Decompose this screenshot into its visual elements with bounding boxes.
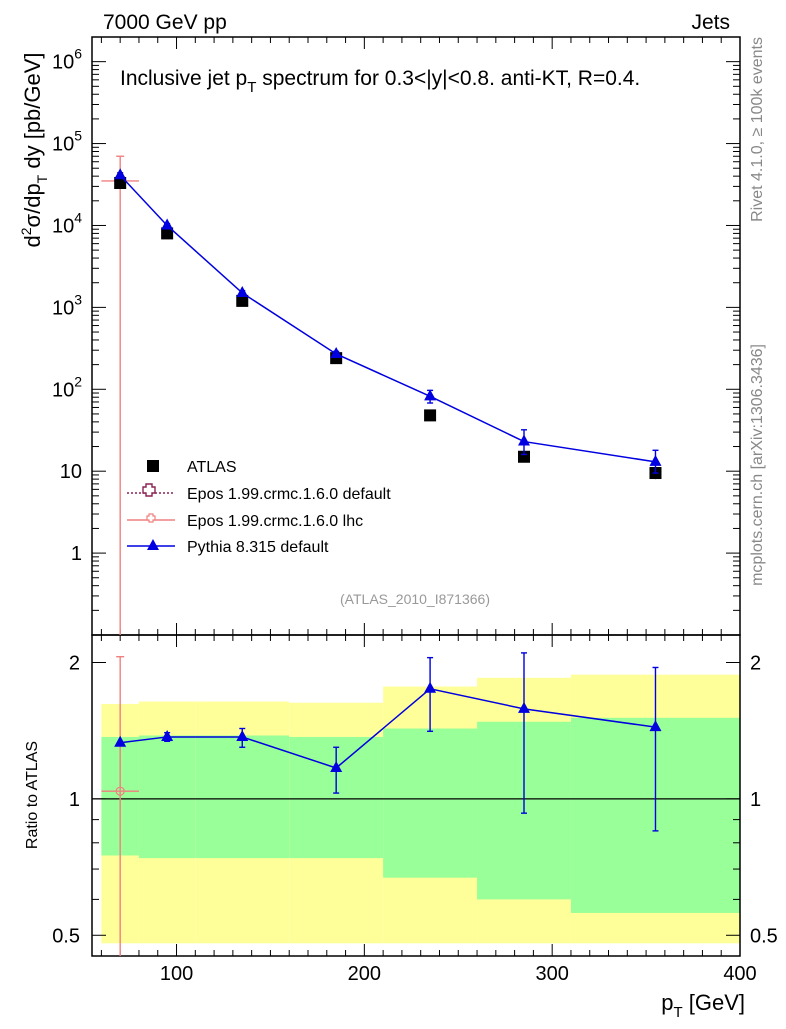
legend-epos-lhc-label: Epos 1.99.crmc.1.6.0 lhc	[187, 513, 363, 530]
main-y-tick-label-100: 102	[52, 373, 82, 401]
ratio-bands	[101, 674, 740, 944]
main-atlas-point-0	[114, 176, 127, 189]
main-y-tick-base-10000: 10	[52, 215, 74, 237]
ratio-band-inner-2	[195, 735, 290, 859]
ratio-y-tick-label-r-2: 2	[750, 652, 761, 674]
main-atlas-point-4	[424, 409, 437, 422]
ratio-y-tick-label-l-1: 1	[69, 789, 80, 811]
analysis-watermark: (ATLAS_2010_I871366)	[340, 591, 490, 607]
ratio-pythia-point-1	[161, 729, 174, 741]
main-y-tick-base-1000: 10	[52, 297, 74, 319]
legend-epos-lhc-marker	[146, 513, 156, 523]
legend-epos-default-marker	[142, 483, 156, 497]
ratio-y-label: Ratio to ATLAS	[24, 741, 41, 849]
main-y-label-sub: T	[34, 174, 50, 183]
main-title-pre: Inclusive jet p	[120, 67, 247, 90]
ratio-pythia-point-0	[114, 735, 127, 747]
x-tick-label-300: 300	[535, 963, 568, 985]
legend: ATLAS Epos 1.99.crmc.1.6.0 default Epos …	[127, 459, 391, 556]
main-title: Inclusive jet pT spectrum for 0.3<|y|<0.…	[120, 67, 640, 96]
main-y-label-sup: 2	[18, 227, 34, 235]
main-pythia-point-5	[518, 434, 530, 446]
ratio-y-tick-label-l-2: 2	[69, 652, 80, 674]
ratio-epos-lhc-marker-0	[115, 786, 125, 796]
ratio-y-tick-label-r-0.5: 0.5	[750, 925, 778, 947]
main-y-tick-base-100: 10	[52, 379, 74, 401]
main-y-tick-label-10: 10	[60, 461, 82, 483]
main-y-label-rest: dy [pb/GeV]	[20, 52, 45, 174]
x-axis-label-p: p	[661, 990, 673, 1015]
legend-pythia-marker	[147, 539, 159, 550]
main-y-tick-exp-1000: 3	[74, 291, 82, 307]
main-y-tick-exp-100000: 5	[74, 128, 82, 144]
main-atlas-point-5	[518, 450, 530, 463]
legend-atlas-marker	[147, 460, 159, 472]
main-pythia-point-1	[161, 218, 174, 230]
header-collision: 7000 GeV pp	[103, 11, 227, 34]
main-y-label-d: d	[20, 235, 45, 247]
main-pythia-point-3	[330, 346, 343, 358]
data-series	[101, 155, 662, 956]
main-pythia-point-4	[424, 389, 437, 401]
main-pythia-point-0	[114, 168, 127, 180]
main-y-tick-base-100000: 10	[52, 134, 74, 156]
x-axis-label-sub: T	[673, 1004, 682, 1021]
main-atlas-point-2	[236, 294, 249, 307]
legend-pythia-label: Pythia 8.315 default	[187, 539, 329, 556]
ratio-pythia-point-3	[330, 760, 343, 772]
main-y-tick-exp-10000: 4	[74, 209, 82, 225]
ratio-pythia-point-2	[236, 729, 249, 741]
main-pythia-point-6	[649, 454, 662, 466]
main-title-post: spectrum for 0.3<|y|<0.8. anti-KT, R=0.4…	[256, 67, 640, 90]
side-rivet-label: Rivet 4.1.0, ≥ 100k events	[749, 37, 766, 222]
main-y-tick-label-1: 1	[71, 543, 82, 565]
x-tick-label-100: 100	[160, 963, 193, 985]
main-y-tick-exp-100: 2	[74, 373, 82, 389]
main-y-tick-label-1000000: 106	[52, 46, 82, 74]
ratio-band-inner-1	[138, 735, 196, 859]
x-axis-label: pT [GeV]	[661, 990, 745, 1021]
ratio-frame	[91, 634, 741, 957]
legend-epos-default-label: Epos 1.99.crmc.1.6.0 default	[187, 486, 391, 503]
main-y-label-sigma: σ/dp	[20, 183, 45, 227]
ratio-band-inner-4	[383, 728, 478, 878]
main-pythia-point-2	[236, 285, 249, 297]
ratio-pythia-point-4	[424, 681, 437, 693]
main-atlas-point-1	[161, 227, 174, 240]
header-observable: Jets	[691, 11, 730, 34]
main-y-tick-exp-1000000: 6	[74, 46, 82, 62]
main-y-label: d2σ/dpT dy [pb/GeV]	[18, 52, 50, 247]
main-title-sub: T	[247, 79, 256, 96]
x-tick-label-200: 200	[348, 963, 381, 985]
main-y-tick-base-1000000: 10	[52, 52, 74, 74]
main-y-tick-label-100000: 105	[52, 128, 82, 156]
ratio-y-tick-label-r-1: 1	[750, 789, 761, 811]
ratio-y-tick-label-l-0.5: 0.5	[52, 925, 80, 947]
x-axis-label-unit: [GeV]	[683, 990, 745, 1015]
side-mcplots-label: mcplots.cern.ch [arXiv:1306.3436]	[749, 344, 766, 586]
ratio-pythia-point-5	[518, 701, 530, 713]
main-y-tick-label-1000: 103	[52, 291, 82, 319]
x-tick-label-400: 400	[723, 963, 756, 985]
main-pythia-line	[119, 174, 656, 463]
main-y-tick-label-10000: 104	[52, 209, 82, 237]
legend-atlas-label: ATLAS	[187, 459, 237, 476]
ratio-pythia-point-6	[649, 720, 662, 732]
